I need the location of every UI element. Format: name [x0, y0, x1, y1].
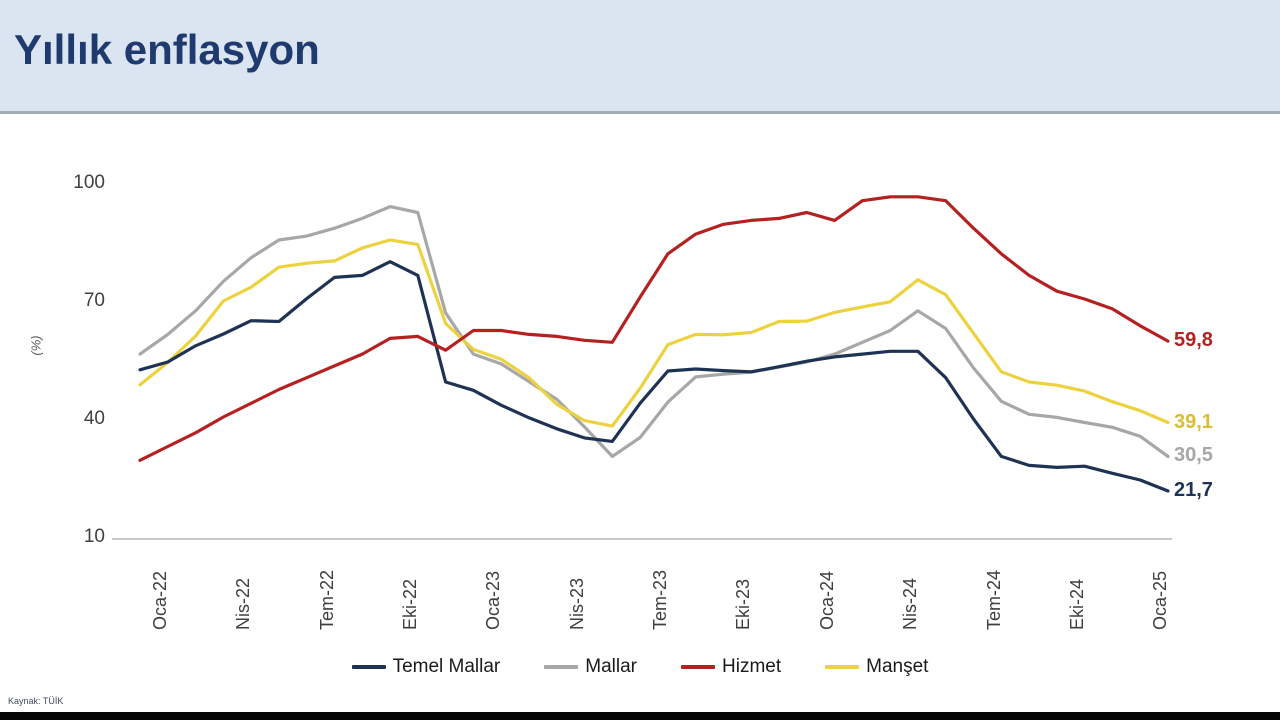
x-tick-Oca-25: Oca-25 [1150, 570, 1171, 630]
x-tick-Eki-23: Eki-23 [733, 578, 754, 630]
x-tick-Eki-22: Eki-22 [400, 578, 421, 630]
series-line-temel-mallar [138, 260, 1170, 493]
page-title: Yıllık enflasyon [14, 26, 320, 73]
y-tick-70: 70 [83, 290, 105, 311]
end-label-mallar: 30,5 [1174, 444, 1213, 467]
slide-header: Yıllık enflasyon [0, 0, 1280, 114]
x-tick-Tem-23: Tem-23 [650, 569, 671, 630]
series-line-manşet [138, 238, 1170, 428]
legend-item-hizmet: Hizmet [681, 656, 781, 678]
legend-item-manşet: Manşet [825, 656, 928, 678]
series-line-hizmet [138, 195, 1170, 462]
bottom-bar [0, 712, 1280, 720]
legend-item-mallar: Mallar [544, 656, 637, 678]
x-tick-Oca-23: Oca-23 [483, 570, 504, 630]
source-note: Kaynak: TÜİK [8, 696, 64, 706]
legend-line-swatch [681, 665, 715, 669]
x-tick-Nis-23: Nis-23 [566, 577, 587, 630]
chart-legend: Temel Mallar Mallar Hizmet Manşet [0, 650, 1280, 684]
legend-item-temel-mallar: Temel Mallar [351, 656, 501, 678]
x-tick-Oca-24: Oca-24 [816, 570, 837, 630]
x-tick-Oca-22: Oca-22 [150, 570, 170, 630]
x-tick-Eki-24: Eki-24 [1066, 578, 1087, 630]
end-label-temel-mallar: 21,7 [1174, 478, 1213, 501]
legend-label: Hizmet [722, 656, 782, 677]
y-axis-title: (%) [28, 335, 44, 356]
y-tick-10: 10 [83, 526, 105, 547]
end-label-manşet: 39,1 [1174, 410, 1213, 433]
legend-label: Temel Mallar [392, 656, 501, 677]
x-tick-Tem-22: Tem-22 [316, 569, 337, 630]
end-label-hizmet: 59,8 [1174, 329, 1213, 352]
legend-label: Manşet [866, 656, 929, 677]
y-tick-40: 40 [83, 408, 105, 429]
series-line-mallar [138, 205, 1170, 458]
x-tick-Nis-24: Nis-24 [900, 577, 921, 630]
legend-line-swatch [544, 665, 579, 669]
y-tick-100: 100 [73, 172, 105, 193]
legend-line-swatch [825, 665, 860, 669]
legend-line-swatch [351, 665, 386, 669]
x-tick-Nis-22: Nis-22 [233, 577, 254, 630]
legend-label: Mallar [585, 656, 637, 677]
x-tick-Tem-24: Tem-24 [983, 569, 1004, 630]
